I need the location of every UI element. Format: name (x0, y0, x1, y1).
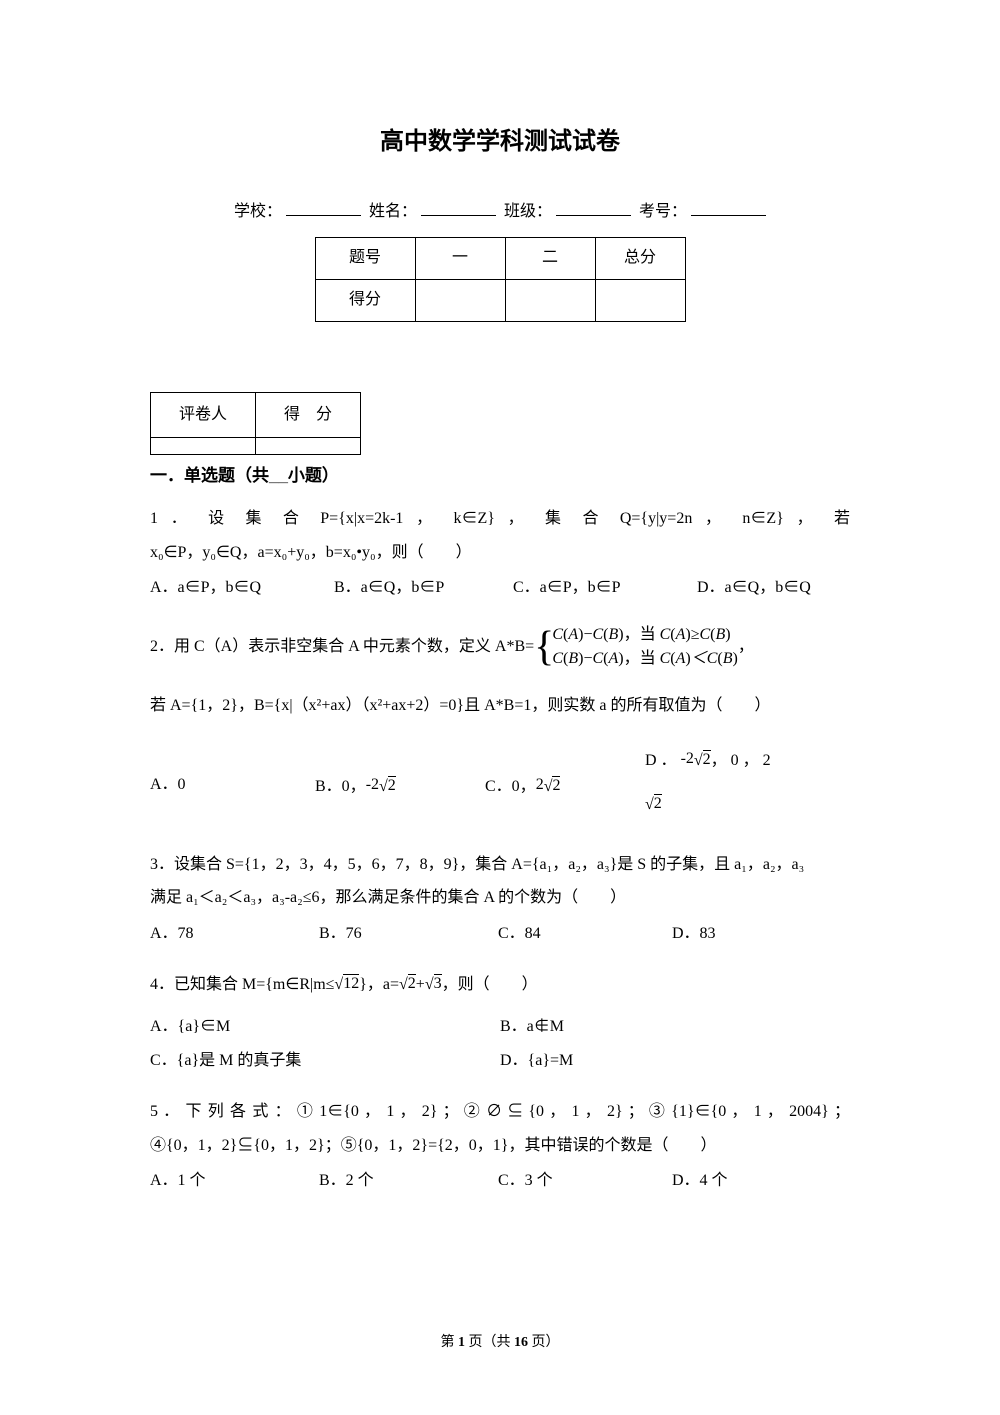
q1-text: 1 ． 设 集 合 (150, 510, 320, 527)
table-row: 评卷人 得 分 (151, 392, 361, 438)
q2-line2: 若 A={1，2}，B={x|（x²+ax）（x²+ax+2）=0}且 A*B=… (150, 689, 850, 723)
q3-line1: 3．设集合 S={1，2，3，4，5，6，7，8，9}，集合 A={a₁，a₂，… (150, 848, 850, 882)
score-header-cell: 题号 (315, 237, 415, 279)
score-cell[interactable] (505, 279, 595, 321)
class-blank[interactable] (556, 198, 631, 216)
q2-text: 2．用 C（A）表示非空集合 A 中元素个数，定义 A*B= (150, 630, 534, 664)
q1-set-q: Q={y|y=2n ， n∈Z} (620, 510, 784, 527)
brace-icon: { (534, 626, 554, 668)
q4-opt-c[interactable]: C．{a}是 M 的真子集 (150, 1044, 500, 1078)
student-info-row: 学校： 姓名： 班级： 考号： (150, 198, 850, 227)
score-table: 题号 一 二 总分 得分 (315, 237, 686, 322)
school-label: 学校： (234, 203, 282, 220)
q5-line2: ④{0，1，2}⊆{0，1，2}；⑤{0，1，2}={2，0，1}，其中错误的个… (150, 1129, 850, 1163)
page-number: 1 (458, 1335, 465, 1350)
q1-opt-a[interactable]: A．a∈P，b∈Q (150, 571, 330, 605)
table-row: 题号 一 二 总分 (315, 237, 685, 279)
q3-opt-a[interactable]: A．78 (150, 917, 315, 951)
section-title: 一．单选题（共__小题） (150, 461, 850, 492)
question-5: 5 ． 下 列 各 式 ： ① 1∈{0 ， 1 ， 2} ； ② ∅ ⊆ {0… (150, 1095, 850, 1198)
q1-mid2: ， 若 (784, 510, 850, 527)
q1-options: A．a∈P，b∈Q B．a∈Q，b∈P C．a∈P，b∈P D．a∈Q，b∈Q (150, 571, 850, 605)
q3-opt-c[interactable]: C．84 (498, 917, 668, 951)
q3-opt-b[interactable]: B．76 (319, 917, 494, 951)
score-body-label: 得分 (315, 279, 415, 321)
q5-opt-c[interactable]: C．3 个 (498, 1164, 668, 1198)
page-footer: 第 1 页（共 16 页） (0, 1330, 1000, 1355)
q1-set-p: P={x|x=2k-1 ， k∈Z} (320, 510, 495, 527)
q2-opt-d[interactable]: D ． -2√2， 0 ， 2 √2 (645, 746, 771, 817)
q4-opt-b[interactable]: B．a∉M (500, 1010, 850, 1044)
q1-opt-b[interactable]: B．a∈Q，b∈P (334, 571, 509, 605)
q3-options: A．78 B．76 C．84 D．83 (150, 917, 850, 951)
q2-cases: { C(A)−C(B)，当 C(A)≥C(B) C(B)−C(A)，当 C(A)… (534, 623, 738, 671)
q5-opt-b[interactable]: B．2 个 (319, 1164, 494, 1198)
q4-line1: 4．已知集合 M={m∈R|m≤√12}，a=√2+√3，则（ ） (150, 968, 850, 1002)
q4-opt-d[interactable]: D．{a}=M (500, 1044, 850, 1078)
q4-options: A．{a}∈M B．a∉M C．{a}是 M 的真子集 D．{a}=M (150, 1010, 850, 1077)
grader-table: 评卷人 得 分 (150, 392, 361, 456)
q3-line2: 满足 a₁＜a₂＜a₃，a₃-a₂≤6，那么满足条件的集合 A 的个数为（ ） (150, 881, 850, 915)
q2-case-bot: C(B)−C(A)，当 C(A)＜C(B) (552, 647, 738, 671)
q1-mid: ， 集 合 (495, 510, 620, 527)
name-blank[interactable] (421, 198, 496, 216)
question-2: 2．用 C（A）表示非空集合 A 中元素个数，定义 A*B= { C(A)−C(… (150, 623, 850, 818)
score-header-cell: 二 (505, 237, 595, 279)
score-header-cell: 一 (415, 237, 505, 279)
q2-opt-c[interactable]: C．0，2√2 (485, 746, 645, 804)
school-blank[interactable] (286, 198, 361, 216)
number-label: 考号： (639, 203, 687, 220)
score-header-cell: 总分 (595, 237, 685, 279)
question-1: 1 ． 设 集 合 P={x|x=2k-1 ， k∈Z} ， 集 合 Q={y|… (150, 502, 850, 605)
score-cell[interactable] (595, 279, 685, 321)
question-3: 3．设集合 S={1，2，3，4，5，6，7，8，9}，集合 A={a₁，a₂，… (150, 848, 850, 951)
q1-opt-c[interactable]: C．a∈P，b∈P (513, 571, 693, 605)
q5-options: A．1 个 B．2 个 C．3 个 D．4 个 (150, 1164, 850, 1198)
q1-opt-d[interactable]: D．a∈Q，b∈Q (697, 571, 811, 605)
q2-options: A．0 B．0，-2√2 C．0，2√2 D ． -2√2， 0 ， 2 √2 (150, 746, 850, 817)
grader-score-cell[interactable] (256, 438, 361, 455)
page-title: 高中数学学科测试试卷 (150, 120, 850, 163)
q2-comma: ， (738, 630, 754, 664)
grader-cell[interactable] (151, 438, 256, 455)
q1-line2: x₀∈P，y₀∈Q，a=x₀+y₀，b=x₀•y₀，则（ ） (150, 536, 850, 570)
score-cell[interactable] (415, 279, 505, 321)
q5-opt-a[interactable]: A．1 个 (150, 1164, 315, 1198)
grader-label: 评卷人 (151, 392, 256, 438)
q2-opt-a[interactable]: A．0 (150, 746, 315, 802)
name-label: 姓名： (369, 203, 417, 220)
question-4: 4．已知集合 M={m∈R|m≤√12}，a=√2+√3，则（ ） A．{a}∈… (150, 968, 850, 1077)
class-label: 班级： (504, 203, 552, 220)
number-blank[interactable] (691, 198, 766, 216)
q4-opt-a[interactable]: A．{a}∈M (150, 1010, 500, 1044)
q2-opt-b[interactable]: B．0，-2√2 (315, 746, 485, 804)
q5-line1: 5 ． 下 列 各 式 ： ① 1∈{0 ， 1 ， 2} ； ② ∅ ⊆ {0… (150, 1095, 850, 1129)
q5-opt-d[interactable]: D．4 个 (672, 1164, 728, 1198)
q3-opt-d[interactable]: D．83 (672, 917, 716, 951)
q2-case-top: C(A)−C(B)，当 C(A)≥C(B) (552, 623, 738, 647)
page-total: 16 (514, 1335, 528, 1350)
table-row (151, 438, 361, 455)
table-row: 得分 (315, 279, 685, 321)
grader-score-label: 得 分 (256, 392, 361, 438)
